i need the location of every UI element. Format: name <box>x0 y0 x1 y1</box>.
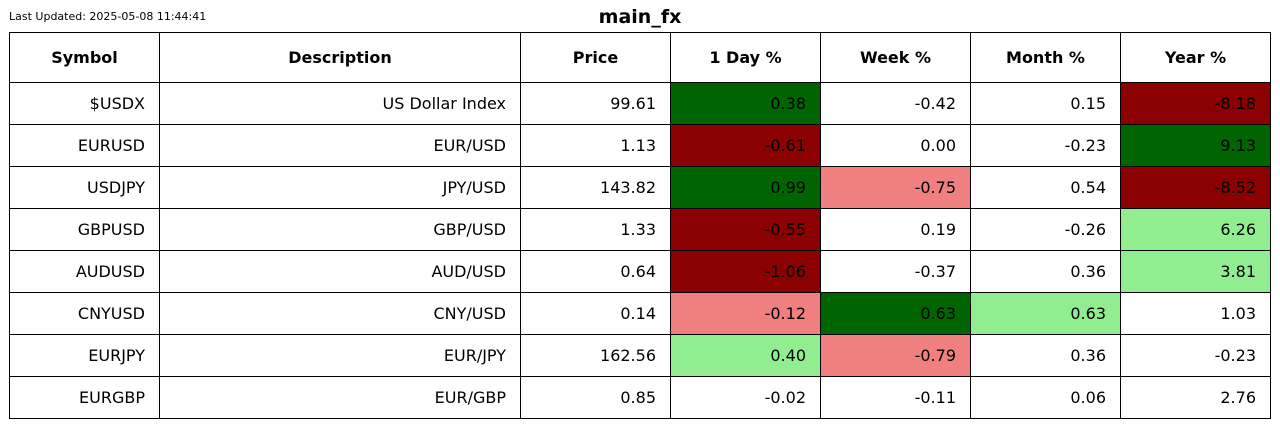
week-pct-cell: 0.63 <box>820 292 971 335</box>
symbol-cell: AUDUSD <box>9 250 160 293</box>
week-pct-cell: 0.00 <box>820 124 971 167</box>
year-pct-cell: -8.18 <box>1120 82 1271 125</box>
price-cell: 143.82 <box>520 166 671 209</box>
table-row: GBPUSD GBP/USD 1.33 -0.55 0.19 -0.26 6.26 <box>9 208 1271 251</box>
price-cell: 1.33 <box>520 208 671 251</box>
col-header-week: Week % <box>820 32 971 83</box>
description-cell: AUD/USD <box>159 250 521 293</box>
year-pct-cell: 1.03 <box>1120 292 1271 335</box>
table-row: EURGBP EUR/GBP 0.85 -0.02 -0.11 0.06 2.76 <box>9 376 1271 419</box>
week-pct-cell: -0.79 <box>820 334 971 377</box>
description-cell: EUR/USD <box>159 124 521 167</box>
table-row: USDJPY JPY/USD 143.82 0.99 -0.75 0.54 -8.52 <box>9 166 1271 209</box>
week-pct-cell: -0.42 <box>820 82 971 125</box>
day-pct-cell: -0.12 <box>670 292 821 335</box>
col-header-year: Year % <box>1120 32 1271 83</box>
table-row: $USDX US Dollar Index 99.61 0.38 -0.42 0.15 -8… <box>9 82 1271 125</box>
day-pct-cell: -1.06 <box>670 250 821 293</box>
day-pct-cell: -0.61 <box>670 124 821 167</box>
month-pct-cell: 0.36 <box>970 250 1121 293</box>
description-cell: EUR/GBP <box>159 376 521 419</box>
symbol-cell: USDJPY <box>9 166 160 209</box>
price-cell: 0.85 <box>520 376 671 419</box>
day-pct-cell: 0.40 <box>670 334 821 377</box>
col-header-symbol: Symbol <box>9 32 160 83</box>
month-pct-cell: -0.26 <box>970 208 1121 251</box>
symbol-cell: EURGBP <box>9 376 160 419</box>
last-updated-timestamp: Last Updated: 2025-05-08 11:44:41 <box>9 10 207 23</box>
description-cell: EUR/JPY <box>159 334 521 377</box>
symbol-cell: GBPUSD <box>9 208 160 251</box>
table-row: AUDUSD AUD/USD 0.64 -1.06 -0.37 0.36 3.81 <box>9 250 1271 293</box>
year-pct-cell: 3.81 <box>1120 250 1271 293</box>
week-pct-cell: -0.11 <box>820 376 971 419</box>
table-body: $USDX US Dollar Index 99.61 0.38 -0.42 0.15 -8… <box>9 82 1271 419</box>
price-cell: 162.56 <box>520 334 671 377</box>
price-cell: 1.13 <box>520 124 671 167</box>
year-pct-cell: -0.23 <box>1120 334 1271 377</box>
day-pct-cell: -0.55 <box>670 208 821 251</box>
table-row: CNYUSD CNY/USD 0.14 -0.12 0.63 0.63 1.03 <box>9 292 1271 335</box>
description-cell: GBP/USD <box>159 208 521 251</box>
month-pct-cell: 0.63 <box>970 292 1121 335</box>
col-header-1day: 1 Day % <box>670 32 821 83</box>
week-pct-cell: -0.37 <box>820 250 971 293</box>
col-header-description: Description <box>159 32 521 83</box>
description-cell: JPY/USD <box>159 166 521 209</box>
week-pct-cell: -0.75 <box>820 166 971 209</box>
year-pct-cell: 2.76 <box>1120 376 1271 419</box>
description-cell: US Dollar Index <box>159 82 521 125</box>
year-pct-cell: -8.52 <box>1120 166 1271 209</box>
header-row: Symbol Description Price 1 Day % Week % … <box>9 32 1271 83</box>
price-cell: 99.61 <box>520 82 671 125</box>
week-pct-cell: 0.19 <box>820 208 971 251</box>
price-cell: 0.14 <box>520 292 671 335</box>
description-cell: CNY/USD <box>159 292 521 335</box>
month-pct-cell: 0.36 <box>970 334 1121 377</box>
day-pct-cell: 0.38 <box>670 82 821 125</box>
table-title: main_fx <box>598 6 682 28</box>
day-pct-cell: -0.02 <box>670 376 821 419</box>
fx-table: Symbol Description Price 1 Day % Week % … <box>9 32 1271 419</box>
symbol-cell: EURJPY <box>9 334 160 377</box>
symbol-cell: $USDX <box>9 82 160 125</box>
price-cell: 0.64 <box>520 250 671 293</box>
month-pct-cell: 0.15 <box>970 82 1121 125</box>
month-pct-cell: 0.06 <box>970 376 1121 419</box>
table-row: EURJPY EUR/JPY 162.56 0.40 -0.79 0.36 -0.23 <box>9 334 1271 377</box>
col-header-price: Price <box>520 32 671 83</box>
year-pct-cell: 9.13 <box>1120 124 1271 167</box>
month-pct-cell: 0.54 <box>970 166 1121 209</box>
col-header-month: Month % <box>970 32 1121 83</box>
year-pct-cell: 6.26 <box>1120 208 1271 251</box>
table-row: EURUSD EUR/USD 1.13 -0.61 0.00 -0.23 9.13 <box>9 124 1271 167</box>
day-pct-cell: 0.99 <box>670 166 821 209</box>
symbol-cell: EURUSD <box>9 124 160 167</box>
symbol-cell: CNYUSD <box>9 292 160 335</box>
month-pct-cell: -0.23 <box>970 124 1121 167</box>
